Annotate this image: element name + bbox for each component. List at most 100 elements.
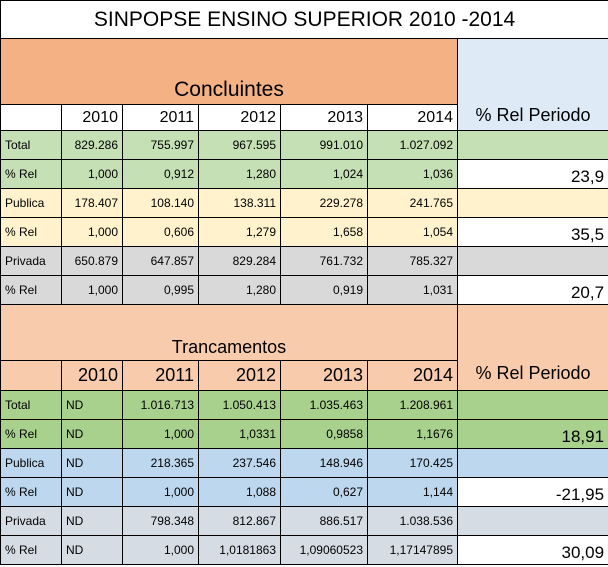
cell: 1,0181863: [198, 535, 281, 565]
cell: 170.425: [367, 448, 458, 478]
row-label: % Rel: [0, 275, 62, 305]
table-row: Publica 178.407 108.140 138.311 229.278 …: [0, 188, 608, 218]
rel-period-cell: 35,5: [456, 217, 608, 247]
rel-period-cell: -21,95: [456, 477, 608, 507]
table-row: % Rel 1,000 0,912 1,280 1,024 1,036 23,9: [0, 159, 608, 189]
table-row: Privada ND 798.348 812.867 886.517 1.038…: [0, 506, 608, 536]
row-label: Total: [0, 130, 62, 160]
cell: ND: [61, 477, 123, 507]
table-row: % Rel 1,000 0,606 1,279 1,658 1,054 35,5: [0, 217, 608, 247]
cell: 1,17147895: [367, 535, 458, 565]
year-header: 2012: [198, 360, 281, 391]
cell: 1,0331: [198, 419, 281, 449]
table-row: Total 829.286 755.997 967.595 991.010 1.…: [0, 130, 608, 160]
cell: 1,09060523: [280, 535, 368, 565]
rel-period-cell: [456, 506, 608, 536]
cell: 0,912: [122, 159, 199, 189]
cell: 1,279: [198, 217, 281, 247]
cell: 829.284: [198, 246, 281, 276]
table-row: Publica ND 218.365 237.546 148.946 170.4…: [0, 448, 608, 478]
header-blank: [0, 360, 62, 391]
cell: 1.016.713: [122, 390, 199, 420]
year-header: 2013: [280, 360, 368, 391]
rel-period-cell: [456, 130, 608, 160]
cell: 1,280: [198, 275, 281, 305]
year-header: 2010: [61, 104, 123, 131]
cell: 1,000: [61, 217, 123, 247]
cell: ND: [61, 535, 123, 565]
year-header: 2011: [122, 104, 199, 131]
rel-period-cell: 23,9: [456, 159, 608, 189]
cell: 647.857: [122, 246, 199, 276]
cell: 0,9858: [280, 419, 368, 449]
rel-period-cell: [456, 188, 608, 218]
cell: 1,000: [122, 477, 199, 507]
cell: 1,088: [198, 477, 281, 507]
table-row: % Rel ND 1,000 1,0331 0,9858 1,1676 18,9…: [0, 419, 608, 449]
year-header: 2013: [280, 104, 368, 131]
cell: 829.286: [61, 130, 123, 160]
concluintes-heading: Concluintes: [0, 38, 458, 105]
rel-period-cell: 30,09: [456, 535, 608, 565]
cell: 812.867: [198, 506, 281, 536]
rel-period-cell: [456, 448, 608, 478]
year-header: 2014: [367, 104, 458, 131]
row-label: Publica: [0, 448, 62, 478]
rel-period-cell: 18,91: [456, 419, 608, 449]
cell: 0,606: [122, 217, 199, 247]
row-label: % Rel: [0, 535, 62, 565]
page-title: SINPOPSE ENSINO SUPERIOR 2010 -2014: [0, 0, 608, 39]
cell: 1.035.463: [280, 390, 368, 420]
cell: 237.546: [198, 448, 281, 478]
cell: 755.997: [122, 130, 199, 160]
row-label: Privada: [0, 506, 62, 536]
cell: 1,031: [367, 275, 458, 305]
cell: 229.278: [280, 188, 368, 218]
row-label: Privada: [0, 246, 62, 276]
cell: 0,995: [122, 275, 199, 305]
year-header: 2010: [61, 360, 123, 391]
cell: 1,658: [280, 217, 368, 247]
cell: 1.027.092: [367, 130, 458, 160]
cell: 1,000: [122, 535, 199, 565]
cell: ND: [61, 448, 123, 478]
cell: 798.348: [122, 506, 199, 536]
rel-period-cell: 20,7: [456, 275, 608, 305]
table-row: Privada 650.879 647.857 829.284 761.732 …: [0, 246, 608, 276]
cell: 1,1676: [367, 419, 458, 449]
trancamentos-heading: Trancamentos: [0, 304, 458, 361]
row-label: % Rel: [0, 217, 62, 247]
cell: 886.517: [280, 506, 368, 536]
cell: 991.010: [280, 130, 368, 160]
cell: 0,919: [280, 275, 368, 305]
row-label: % Rel: [0, 159, 62, 189]
row-label: % Rel: [0, 477, 62, 507]
cell: ND: [61, 390, 123, 420]
table-row: % Rel ND 1,000 1,0181863 1,09060523 1,17…: [0, 535, 608, 565]
table-row: % Rel 1,000 0,995 1,280 0,919 1,031 20,7: [0, 275, 608, 305]
cell: 138.311: [198, 188, 281, 218]
row-label: Publica: [0, 188, 62, 218]
cell: 1,054: [367, 217, 458, 247]
cell: 178.407: [61, 188, 123, 218]
year-header: 2011: [122, 360, 199, 391]
cell: ND: [61, 419, 123, 449]
cell: 241.765: [367, 188, 458, 218]
cell: 108.140: [122, 188, 199, 218]
cell: 0,627: [280, 477, 368, 507]
cell: 650.879: [61, 246, 123, 276]
trancamentos-rel-header: % Rel Periodo: [456, 304, 608, 391]
concluintes-rel-header: % Rel Periodo: [456, 38, 608, 131]
cell: 1,280: [198, 159, 281, 189]
cell: ND: [61, 506, 123, 536]
cell: 1.208.961: [367, 390, 458, 420]
cell: 218.365: [122, 448, 199, 478]
cell: 148.946: [280, 448, 368, 478]
cell: 1.038.536: [367, 506, 458, 536]
cell: 967.595: [198, 130, 281, 160]
cell: 1,024: [280, 159, 368, 189]
cell: 1,144: [367, 477, 458, 507]
cell: 761.732: [280, 246, 368, 276]
cell: 1.050.413: [198, 390, 281, 420]
